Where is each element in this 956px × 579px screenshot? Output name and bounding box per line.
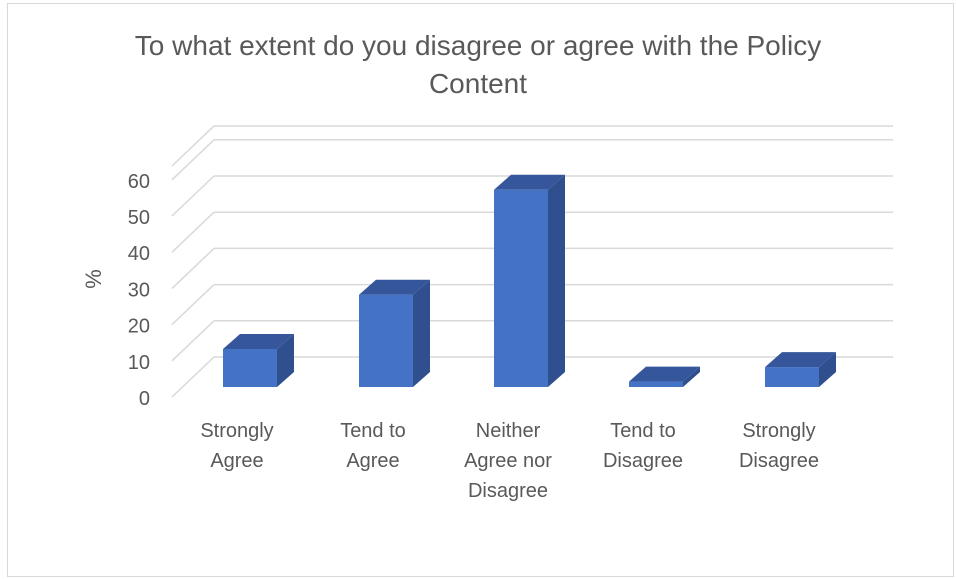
bar <box>359 279 430 387</box>
gridline-side <box>171 211 215 253</box>
chart-title-line-1: To what extent do you disagree or agree … <box>134 30 822 61</box>
bar-side <box>819 352 836 387</box>
gridline-side <box>171 284 215 326</box>
bar <box>494 174 565 387</box>
x-category-label: Strongly Disagree <box>739 420 819 472</box>
bar-side <box>683 366 700 387</box>
bar-front <box>223 348 277 387</box>
bar <box>223 333 294 387</box>
x-category-label: Tend to Agree <box>340 420 406 472</box>
gridline-side <box>171 320 215 362</box>
gridline-side <box>171 247 215 289</box>
y-tick-label: 20 <box>128 316 150 338</box>
gridline-side <box>171 356 215 398</box>
x-category-label: Neither Agree nor Disagree <box>464 420 552 502</box>
bar-top <box>494 174 565 190</box>
gridline-side <box>171 139 215 181</box>
bar <box>629 366 700 387</box>
bar-front <box>765 367 819 387</box>
y-tick-label: 30 <box>128 279 150 301</box>
bar-front <box>359 294 413 387</box>
bar-top <box>629 366 700 382</box>
y-axis-ticks: 0 10 20 30 40 50 60 <box>128 171 150 410</box>
bar-top <box>765 352 836 368</box>
y-tick-label: 40 <box>128 243 150 265</box>
chart-title: To what extent do you disagree or agree … <box>0 27 956 103</box>
gridline-side <box>171 175 215 217</box>
bar <box>765 352 836 387</box>
y-tick-label: 50 <box>128 207 150 229</box>
bar-top <box>359 279 430 295</box>
bar-side <box>548 174 565 387</box>
x-axis-labels: Strongly Agree Tend to Agree Neither Agree no… <box>200 420 819 502</box>
y-tick-label: 60 <box>128 171 150 193</box>
chart-frame <box>7 3 954 577</box>
bars <box>223 174 836 387</box>
bar-top <box>223 333 294 349</box>
bar-front <box>629 381 683 387</box>
x-category-label: Tend to Disagree <box>603 420 683 472</box>
gridline-side <box>171 125 215 167</box>
bar-side <box>413 279 430 387</box>
bar-side <box>277 333 294 387</box>
x-category-label: Strongly Agree <box>200 420 273 472</box>
y-axis-label: % <box>81 269 106 289</box>
y-tick-label: 0 <box>139 388 150 410</box>
chart-title-line-2: Content <box>428 68 528 99</box>
y-tick-label: 10 <box>128 352 150 374</box>
bar-front <box>494 189 548 387</box>
